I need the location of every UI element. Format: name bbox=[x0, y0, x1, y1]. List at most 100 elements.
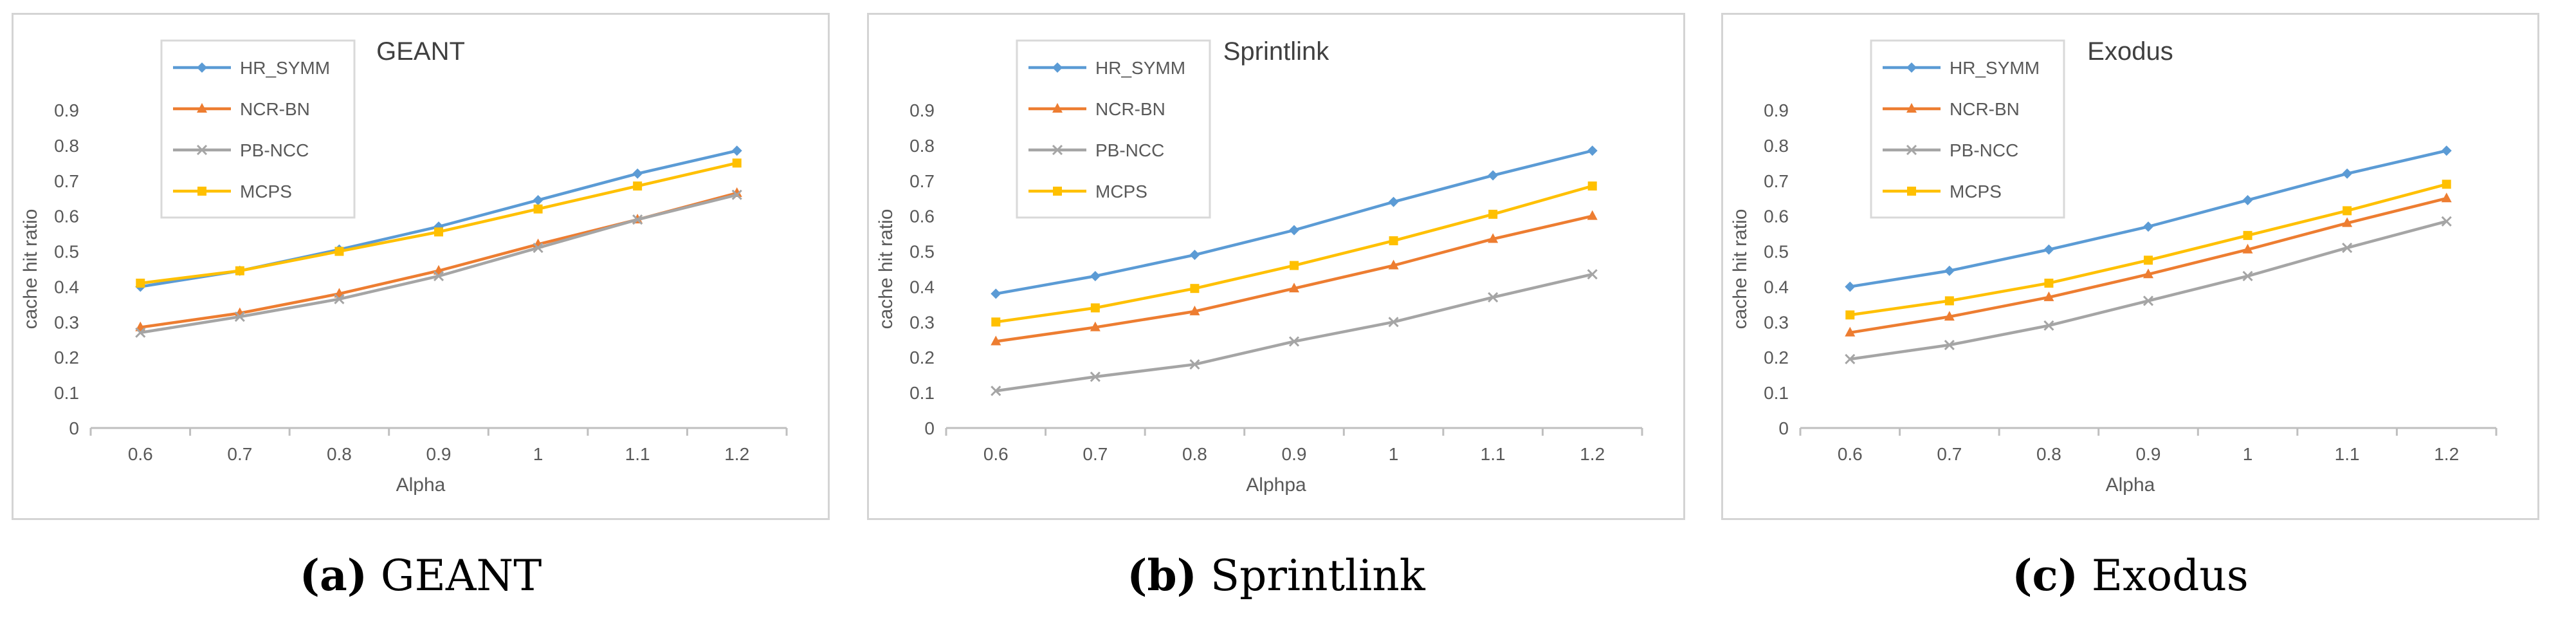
legend-label-ncr-bn: NCR-BN bbox=[1095, 99, 1165, 119]
data-point-hr-symm bbox=[1189, 250, 1200, 261]
legend-marker-ncr-bn bbox=[1052, 103, 1063, 113]
x-tick-label: 1.1 bbox=[1481, 444, 1506, 464]
chart-svg: Exodus 0 0.1 0.2 0.3 0.4 0.5 0.6 0.7 0.8 0.9 0.6 0.7… bbox=[1730, 37, 2498, 496]
caption-letter: (a) bbox=[299, 550, 367, 600]
x-tick-label: 1.2 bbox=[724, 444, 749, 464]
y-tick-label: 0.9 bbox=[909, 100, 935, 120]
x-tick-label: 0.9 bbox=[1282, 444, 1307, 464]
chart-svg: Sprintlink 0 0.1 0.2 0.3 0.4 0.5 0.6 0.7 0.8 0.9 0.… bbox=[875, 37, 1643, 496]
legend-marker-mcps bbox=[1053, 187, 1062, 196]
legend-box bbox=[160, 39, 356, 219]
x-tick-label: 1.2 bbox=[2434, 444, 2459, 464]
data-point-ncr-bn bbox=[1587, 210, 1598, 220]
x-tick-label: 0.7 bbox=[1937, 444, 1962, 464]
legend-label-ncr-bn: NCR-BN bbox=[1950, 99, 2020, 119]
data-point-pb-ncc bbox=[991, 386, 1001, 396]
y-tick-label: 0.5 bbox=[909, 242, 935, 262]
y-tick-label: 0.2 bbox=[909, 348, 935, 367]
series-line-ncr-bn bbox=[1849, 197, 2447, 335]
data-point-mcps bbox=[136, 278, 145, 288]
data-point-pb-ncc bbox=[1488, 292, 1499, 302]
y-axis-title: cache hit ratio bbox=[875, 209, 897, 330]
data-point-mcps bbox=[2243, 230, 2252, 240]
data-point-mcps bbox=[434, 227, 443, 237]
caption-geant: (a) GEANT bbox=[12, 550, 830, 600]
data-point-hr-symm bbox=[632, 168, 643, 179]
y-tick-label: 0.2 bbox=[1764, 348, 1789, 367]
x-tick-label: 0.8 bbox=[2036, 444, 2061, 464]
caption-sprintlink: (b) Sprintlink bbox=[867, 550, 1685, 600]
x-tick-label: 1 bbox=[533, 444, 544, 464]
y-tick-label: 0 bbox=[924, 418, 935, 438]
chart-panel-exodus: Exodus 0 0.1 0.2 0.3 0.4 0.5 0.6 0.7 0.8 0.9 0.6 0.7… bbox=[1721, 13, 2539, 520]
legend-marker-hr-symm bbox=[197, 62, 207, 73]
legend-label-ncr-bn: NCR-BN bbox=[240, 99, 310, 119]
y-tick-label: 0.2 bbox=[54, 348, 79, 367]
data-point-hr-symm bbox=[1845, 281, 1856, 292]
y-tick-label: 0.9 bbox=[1764, 100, 1789, 120]
data-point-pb-ncc bbox=[334, 293, 345, 304]
y-tick-label: 0.7 bbox=[909, 171, 935, 191]
y-tick-label: 0.5 bbox=[1764, 242, 1789, 262]
legend-marker-mcps bbox=[1907, 187, 1916, 196]
legend-marker-ncr-bn bbox=[1906, 103, 1917, 113]
data-point-hr-symm bbox=[2242, 194, 2253, 205]
legend-marker-hr-symm bbox=[1906, 62, 1917, 73]
x-axis-title: Alpha bbox=[396, 474, 446, 496]
y-tick-label: 0.7 bbox=[54, 171, 79, 191]
data-point-mcps bbox=[1488, 209, 1498, 219]
x-tick-label: 1.1 bbox=[2335, 444, 2360, 464]
x-tick-label: 0.6 bbox=[983, 444, 1009, 464]
data-point-pb-ncc bbox=[1845, 353, 1856, 365]
data-point-mcps bbox=[732, 158, 742, 168]
data-point-pb-ncc bbox=[1090, 371, 1101, 382]
data-point-ncr-bn bbox=[2342, 217, 2353, 227]
y-tick-label: 0.1 bbox=[54, 383, 79, 403]
data-point-ncr-bn bbox=[1289, 283, 1299, 293]
data-point-mcps bbox=[1587, 181, 1597, 191]
data-point-pb-ncc bbox=[2043, 320, 2054, 331]
data-point-mcps bbox=[2144, 256, 2153, 265]
data-point-hr-symm bbox=[1388, 196, 1399, 207]
legend-marker-pb-ncc bbox=[1052, 144, 1063, 156]
data-point-ncr-bn bbox=[2143, 268, 2153, 279]
data-point-ncr-bn bbox=[1488, 233, 1499, 243]
y-tick-label: 0.4 bbox=[54, 277, 79, 297]
data-point-pb-ncc bbox=[1944, 339, 1955, 351]
chart-title: GEANT bbox=[376, 37, 465, 66]
data-point-hr-symm bbox=[2143, 221, 2153, 232]
data-point-ncr-bn bbox=[1944, 311, 1955, 321]
data-point-pb-ncc bbox=[2142, 295, 2154, 306]
caption-letter: (c) bbox=[2012, 550, 2078, 600]
x-tick-label: 1.2 bbox=[1580, 444, 1605, 464]
y-tick-label: 0.6 bbox=[54, 207, 79, 227]
data-point-mcps bbox=[633, 181, 643, 191]
data-point-mcps bbox=[1944, 296, 1954, 306]
x-tick-label: 0.9 bbox=[2136, 444, 2161, 464]
data-point-pb-ncc bbox=[2441, 216, 2452, 227]
data-point-ncr-bn bbox=[1845, 326, 1856, 337]
y-tick-label: 0.4 bbox=[1764, 277, 1789, 297]
caption-text: Exodus bbox=[2078, 551, 2249, 600]
data-point-pb-ncc bbox=[2342, 243, 2353, 254]
data-point-pb-ncc bbox=[135, 327, 146, 338]
x-axis-title: Alpha bbox=[2106, 474, 2155, 496]
y-tick-label: 0.6 bbox=[1764, 207, 1789, 227]
x-tick-label: 0.8 bbox=[327, 444, 352, 464]
data-point-hr-symm bbox=[1090, 270, 1101, 281]
chart-title: Sprintlink bbox=[1223, 37, 1330, 66]
y-tick-label: 0.7 bbox=[1764, 171, 1789, 191]
legend-marker-mcps bbox=[197, 187, 206, 196]
x-tick-label: 0.9 bbox=[426, 444, 452, 464]
legend-label-hr-symm: HR_SYMM bbox=[240, 58, 330, 78]
caption-exodus: (c) Exodus bbox=[1721, 550, 2539, 600]
series-line-pb-ncc bbox=[1849, 219, 2447, 361]
data-point-mcps bbox=[235, 266, 244, 275]
y-tick-label: 0.1 bbox=[1764, 383, 1789, 403]
data-point-pb-ncc bbox=[632, 214, 643, 225]
y-tick-label: 0.8 bbox=[909, 136, 935, 156]
data-point-mcps bbox=[2343, 206, 2352, 216]
data-point-mcps bbox=[1190, 284, 1200, 293]
data-point-ncr-bn bbox=[1189, 305, 1200, 315]
chart-title: Exodus bbox=[2087, 37, 2173, 66]
